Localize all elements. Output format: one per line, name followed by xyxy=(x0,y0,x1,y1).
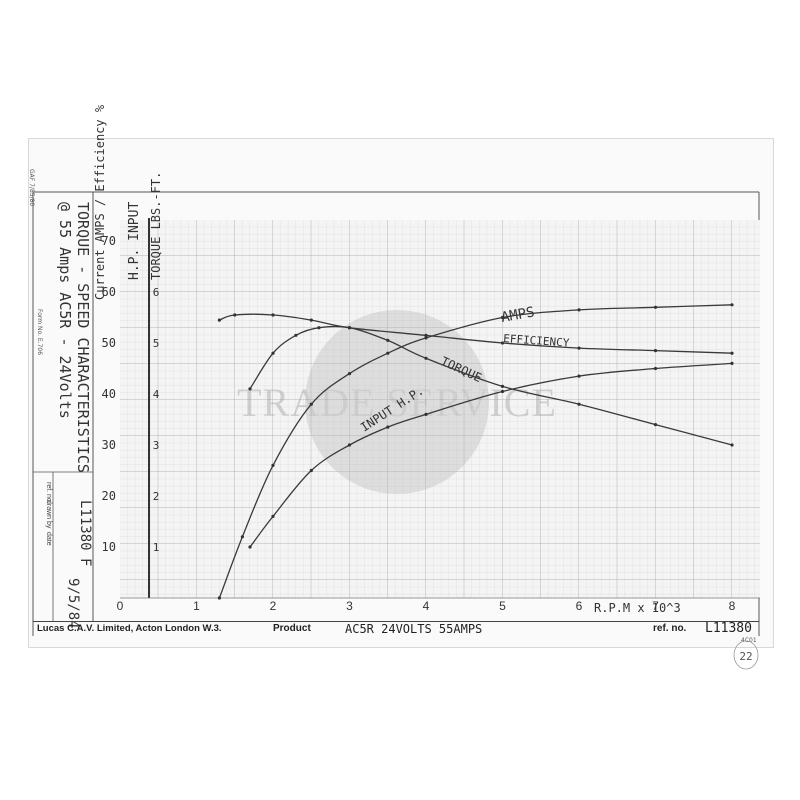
data-point-input-h-p xyxy=(424,412,428,416)
data-point-amps xyxy=(386,351,390,355)
side-drawn-label: drawn by xyxy=(45,500,52,529)
data-point-torque xyxy=(317,326,321,330)
footer-ref-label: ref. no. xyxy=(653,623,687,634)
axis-label-hp-input: H.P. INPUT xyxy=(127,202,142,280)
x-tick-label: 5 xyxy=(499,599,506,613)
side-date-label: date xyxy=(45,532,52,546)
y-inner-tick-label: 1 xyxy=(153,541,160,554)
footer-product-value: AC5R 24VOLTS 55AMPS xyxy=(345,622,483,636)
data-point-amps xyxy=(217,596,221,600)
y-left-tick-label: 60 xyxy=(102,285,116,299)
side-ref-value: L11380 xyxy=(77,500,93,551)
data-point-torque xyxy=(271,351,275,355)
data-point-input-h-p xyxy=(577,374,581,378)
x-axis-label: R.P.M x 10^3 xyxy=(594,601,681,615)
side-drawn-value: F xyxy=(77,558,93,567)
data-point-input-h-p xyxy=(271,514,275,519)
data-point-amps xyxy=(309,402,313,406)
footer-ref-value: L11380 xyxy=(705,621,752,636)
data-point-efficiency xyxy=(500,341,505,345)
axis-label-amps-eff: Current AMPS / Efficiency % xyxy=(93,104,107,300)
data-point-torque xyxy=(424,356,428,360)
y-inner-tick-label: 5 xyxy=(153,337,160,350)
side-info-values: L11380 F 9/5/84 xyxy=(64,500,93,629)
x-tick-label: 7 xyxy=(652,599,659,613)
label-amps: AMPS xyxy=(500,304,536,326)
x-tick-label: 3 xyxy=(346,599,353,613)
data-point-torque xyxy=(653,423,658,427)
watermark: TRADE SERVICE xyxy=(237,310,556,494)
data-point-amps xyxy=(500,315,505,320)
x-tick-label: 8 xyxy=(729,599,736,613)
x-tick-label: 0 xyxy=(117,599,124,613)
data-point-input-h-p xyxy=(309,468,313,473)
data-point-amps xyxy=(347,372,352,376)
y-left-tick-label: 50 xyxy=(102,336,116,350)
data-point-torque xyxy=(248,387,252,391)
data-point-input-h-p xyxy=(653,366,658,371)
series-line-input-h-p xyxy=(249,362,733,548)
data-point-efficiency xyxy=(577,346,581,350)
data-point-amps xyxy=(424,336,428,340)
y-left-tick-label: 70 xyxy=(102,234,116,248)
data-point-torque xyxy=(500,384,505,388)
data-point-input-h-p xyxy=(386,425,390,429)
x-tick-label: 4 xyxy=(423,599,430,613)
y-inner-tick-labels: 1 2 3 4 5 6 xyxy=(153,286,160,554)
data-point-amps xyxy=(240,535,244,539)
data-point-torque xyxy=(294,333,298,337)
label-efficiency: EFFICIENCY xyxy=(503,332,570,350)
y-left-tick-label: 30 xyxy=(102,438,116,452)
data-point-input-h-p xyxy=(730,361,734,365)
data-point-torque xyxy=(730,443,734,447)
footer-product-label: Product xyxy=(273,623,311,634)
page-number: 22 xyxy=(739,650,752,663)
data-point-torque xyxy=(347,326,352,330)
data-point-efficiency xyxy=(653,349,658,353)
x-tick-label: 2 xyxy=(270,599,277,613)
series-layer xyxy=(217,303,734,600)
y-left-tick-label: 20 xyxy=(102,489,116,503)
x-tick-labels: 0 1 2 3 4 5 6 7 8 xyxy=(117,599,736,613)
page-number-stamp: 22 xyxy=(733,640,759,670)
y-left-tick-label: 40 xyxy=(102,387,116,401)
side-info-labels: ref. no. drawn by date xyxy=(33,192,53,632)
data-point-efficiency xyxy=(309,318,313,322)
data-point-input-h-p xyxy=(347,443,352,447)
footer-bar: Lucas C.A.V. Limited, Acton London W.3. … xyxy=(33,621,759,636)
data-point-efficiency xyxy=(424,333,428,337)
y-left-tick-labels: 10 20 30 40 50 60 70 xyxy=(102,234,116,554)
corner-code: 4C01 xyxy=(741,637,757,644)
y-inner-tick-label: 4 xyxy=(153,388,160,401)
series-line-efficiency xyxy=(219,313,733,354)
data-point-efficiency xyxy=(233,313,237,317)
data-point-torque xyxy=(577,402,581,406)
data-point-input-h-p xyxy=(248,545,252,549)
data-point-torque xyxy=(386,338,390,342)
data-point-amps xyxy=(577,308,581,312)
y-left-tick-label: 10 xyxy=(102,540,116,554)
data-point-amps xyxy=(653,305,658,309)
y-inner-tick-label: 3 xyxy=(153,439,160,452)
x-tick-label: 1 xyxy=(193,599,200,613)
y-inner-tick-label: 6 xyxy=(153,286,160,299)
data-point-input-h-p xyxy=(500,389,505,394)
data-point-amps xyxy=(271,463,275,467)
series-line-torque xyxy=(249,325,733,446)
data-point-efficiency xyxy=(271,313,275,317)
x-tick-label: 6 xyxy=(576,599,583,613)
data-point-amps xyxy=(730,303,734,307)
coarse-grid xyxy=(120,220,760,598)
footer-company: Lucas C.A.V. Limited, Acton London W.3. xyxy=(37,623,222,634)
y-inner-tick-label: 2 xyxy=(153,490,160,503)
data-point-efficiency xyxy=(217,318,221,322)
data-point-efficiency xyxy=(730,351,734,355)
axis-label-torque: TORQUE LBS.-FT. xyxy=(149,172,163,280)
